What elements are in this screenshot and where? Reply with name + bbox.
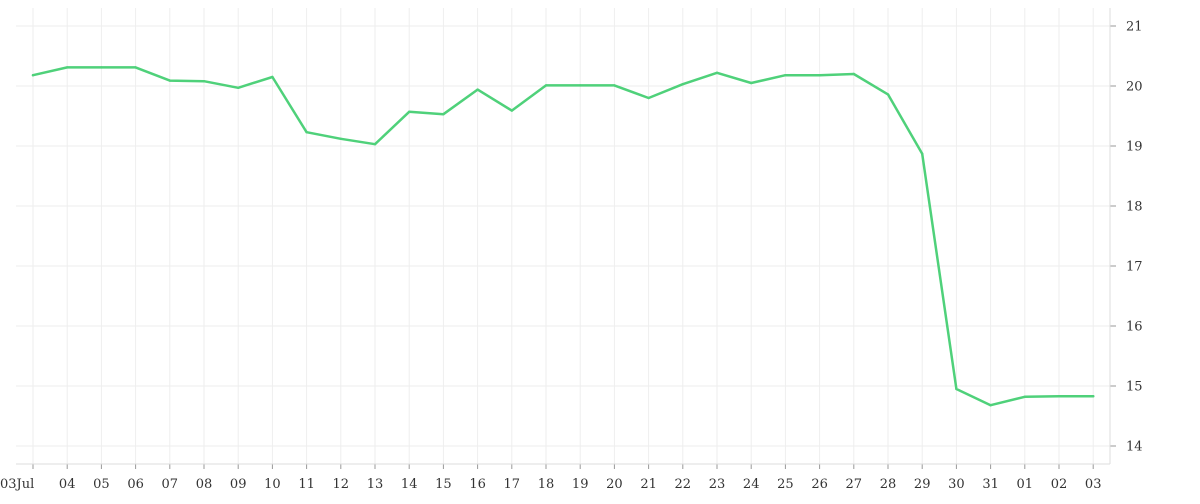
x-tick-label: 23 bbox=[709, 477, 726, 492]
x-tick-label: 21 bbox=[640, 477, 657, 492]
x-tick-label: 03Jul bbox=[0, 477, 34, 492]
series-line bbox=[31, 66, 1095, 407]
data-point bbox=[1092, 395, 1095, 398]
x-tick-label: 26 bbox=[811, 477, 828, 492]
x-tick-label: 06 bbox=[127, 477, 144, 492]
data-point bbox=[886, 93, 890, 96]
x-tick-label: 28 bbox=[880, 477, 897, 492]
series-layer bbox=[31, 66, 1095, 407]
x-tick-label: 25 bbox=[777, 477, 794, 492]
x-tick-label: 15 bbox=[435, 477, 452, 492]
data-point bbox=[1023, 395, 1026, 398]
x-tick-label: 09 bbox=[230, 477, 247, 492]
x-tick-label: 07 bbox=[162, 477, 179, 492]
y-tick-label: 15 bbox=[1126, 380, 1143, 395]
x-tick-label: 30 bbox=[948, 477, 965, 492]
x-tick-label: 03 bbox=[1085, 477, 1102, 492]
x-tick-label: 19 bbox=[572, 477, 589, 492]
x-tick-label: 05 bbox=[93, 477, 110, 492]
y-tick-label: 17 bbox=[1126, 260, 1143, 275]
data-point bbox=[681, 83, 684, 86]
data-point bbox=[510, 109, 513, 112]
data-point bbox=[955, 387, 958, 391]
x-tick-label: 18 bbox=[538, 477, 555, 492]
y-tick-label: 19 bbox=[1126, 140, 1143, 155]
x-tick-label: 02 bbox=[1051, 477, 1068, 492]
data-point bbox=[921, 152, 924, 155]
data-point bbox=[647, 96, 650, 100]
x-tick-label: 16 bbox=[469, 477, 486, 492]
data-point bbox=[1057, 395, 1061, 398]
data-point bbox=[750, 81, 753, 85]
data-point bbox=[613, 84, 616, 87]
data-point bbox=[202, 80, 206, 83]
data-point bbox=[305, 131, 308, 134]
data-point bbox=[544, 84, 548, 87]
x-tick-label: 11 bbox=[298, 477, 315, 492]
data-point bbox=[715, 71, 719, 75]
data-point bbox=[237, 86, 240, 90]
x-tick-label: 29 bbox=[914, 477, 931, 492]
x-tick-label: 13 bbox=[367, 477, 384, 492]
y-tick-label: 20 bbox=[1126, 80, 1143, 95]
x-tick-label: 24 bbox=[743, 477, 760, 492]
data-point bbox=[66, 66, 69, 69]
x-tick-label: 20 bbox=[606, 477, 623, 492]
y-tick-label: 16 bbox=[1126, 320, 1143, 335]
data-point bbox=[852, 72, 855, 76]
data-point bbox=[408, 110, 411, 114]
data-point bbox=[168, 79, 171, 82]
data-point bbox=[373, 143, 377, 146]
data-point bbox=[271, 75, 274, 79]
x-tick-label: 10 bbox=[264, 477, 281, 492]
grid bbox=[16, 8, 1110, 464]
x-tick-label: 04 bbox=[59, 477, 76, 492]
data-point bbox=[31, 74, 35, 77]
x-tick-label: 22 bbox=[675, 477, 692, 492]
data-point bbox=[100, 66, 103, 69]
axes bbox=[16, 8, 1116, 469]
data-point bbox=[784, 74, 787, 77]
y-tick-label: 21 bbox=[1126, 20, 1143, 35]
data-point bbox=[442, 113, 445, 116]
x-tick-label: 14 bbox=[401, 477, 418, 492]
data-point bbox=[134, 66, 137, 69]
data-point bbox=[579, 84, 582, 87]
data-point bbox=[339, 137, 342, 140]
x-tick-label: 12 bbox=[333, 477, 350, 492]
y-tick-label: 14 bbox=[1126, 440, 1143, 455]
data-point bbox=[476, 88, 479, 91]
data-point bbox=[989, 404, 992, 407]
y-tick-label: 18 bbox=[1126, 200, 1143, 215]
x-tick-label: 27 bbox=[846, 477, 863, 492]
x-tick-label: 31 bbox=[982, 477, 999, 492]
x-tick-label: 08 bbox=[196, 477, 213, 492]
data-point bbox=[818, 74, 821, 77]
x-tick-label: 01 bbox=[1017, 477, 1034, 492]
x-tick-label: 17 bbox=[504, 477, 521, 492]
tick-labels: 14 15 16 17 18 19 20 21 03Jul 04 05 06 07 08 09 10 11 12 1… bbox=[0, 20, 1143, 493]
